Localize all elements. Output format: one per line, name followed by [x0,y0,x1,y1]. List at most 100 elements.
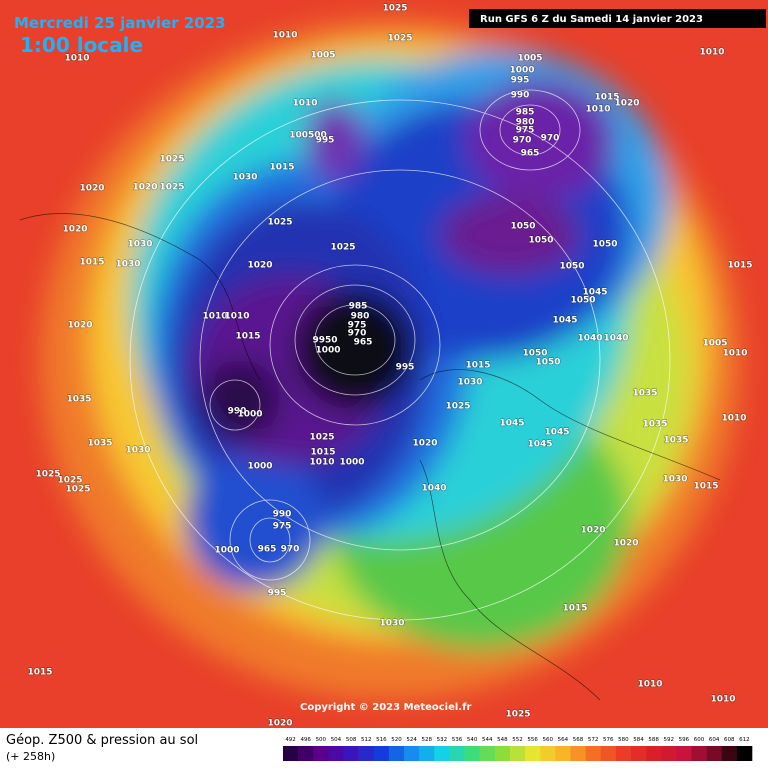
isobar-label: 1000 [237,410,262,420]
isobar-label: 1015 [727,261,752,271]
legend-swatch [479,746,496,761]
legend-swatch [630,746,647,761]
isobar-label: 1010 [722,349,747,359]
legend-swatch [328,746,344,761]
isobar-label: 1025 [505,710,530,720]
isobar-label: 995 [511,76,530,86]
isobar-label: 1050 [570,296,595,306]
legend-swatch [373,746,390,761]
isobar-label: 1045 [552,316,577,326]
legend-swatch [646,746,662,761]
isobar-label: 1025 [330,243,355,253]
legend-label: 552 [512,737,523,743]
legend-label: 548 [497,737,508,743]
isobar-label: 1000 [214,546,239,556]
isobar-label: 1020 [580,526,605,536]
isobar-label: 1050 [592,240,617,250]
legend-label: 568 [573,737,584,743]
isobar-label: 1025 [382,4,407,14]
legend-swatch [419,746,435,761]
isobar-label: 970 [513,136,532,146]
legend-swatch [404,746,420,761]
legend-label: 524 [406,737,417,743]
isobar-label: 1025 [57,476,82,486]
isobar-label: 1025 [159,155,184,165]
legend-label: 532 [437,737,448,743]
isobar-label: 1000 [509,66,534,76]
isobar-label: 1000 [247,462,272,472]
legend-label: 584 [633,737,644,743]
isobar-label: 1010 [637,680,662,690]
isobar-label: 990 [228,407,247,417]
legend-swatch [509,746,526,761]
legend-label: 504 [331,737,342,743]
isobar-label: 1010 [202,312,227,322]
legend-label: 556 [527,737,538,743]
isobar-label: 970 [541,134,560,144]
legend-swatch [434,746,450,761]
isobar-label: 965 [354,338,373,348]
legend-label: 608 [724,737,735,743]
legend-label: 544 [482,737,493,743]
isobar-label: 970 [348,329,367,339]
isobar-label: 1010 [64,54,89,64]
isobar-label: 1015 [235,332,260,342]
isobar-label: 1030 [457,378,482,388]
isobar-label: 1020 [412,439,437,449]
isobar-label: 1015 [465,361,490,371]
isobar-label: 1040 [603,334,628,344]
isobar-label: 1050 [522,349,547,359]
legend-label: 528 [421,737,432,743]
isobar-label: 995 [268,589,287,599]
isobar-label: 975 [273,522,292,532]
isobar-label: 1015 [562,604,587,614]
legend-swatch [313,746,329,761]
legend-label: 596 [679,737,690,743]
isobar-label: 1045 [527,440,552,450]
isobar-label: 1015 [79,258,104,268]
legend-swatch [721,746,738,761]
legend-swatch [358,746,375,761]
isobar-label: 1040 [577,334,602,344]
isobar-label: 1010 [224,312,249,322]
legend-swatch [449,746,465,761]
isobar-label: 990 [273,510,292,520]
local-time: 1:00 locale [20,33,143,57]
isobar-label: 1035 [663,436,688,446]
isobar-label: 1020 [67,321,92,331]
isobar-label: 1020 [132,183,157,193]
isobar-label: 995 [316,136,335,146]
legend-label: 520 [391,737,402,743]
color-legend: 492 496 500 504 508 512 516 520 524 528 532 536 540 5… [283,737,753,761]
isobar-label: 1020 [79,184,104,194]
isobar-label: 1005 [310,51,335,61]
isobar-label: 1045 [499,419,524,429]
isobar-label: 1015 [269,163,294,173]
isobar-label: 100500 [289,131,327,141]
legend-swatch [661,746,677,761]
isobar-label: 1000 [339,458,364,468]
legend-label: 588 [648,737,659,743]
isobar-label: 990 [511,91,530,101]
legend-swatch [615,746,632,761]
isobar-label: 1050 [510,222,535,232]
legend-label: 560 [543,737,554,743]
isobar-label: 1030 [232,173,257,183]
legend-label: 500 [316,737,327,743]
isobar-label: 1025 [267,218,292,228]
isobar-label: 1010 [699,48,724,58]
legend-swatch [600,746,617,761]
isobar-label: 1020 [247,261,272,271]
legend-swatch [691,746,707,761]
legend-label: 492 [285,737,296,743]
isobar-label: 1025 [309,433,334,443]
legend-label: 600 [694,737,705,743]
isobar-label: 1050 [535,358,560,368]
isobar-label: 975 [516,126,535,136]
legend-label: 564 [558,737,569,743]
isobar-label: 1035 [642,420,667,430]
legend-label: 496 [300,737,311,743]
isobar-label: 1035 [87,439,112,449]
isobar-label: 995 [396,363,415,373]
